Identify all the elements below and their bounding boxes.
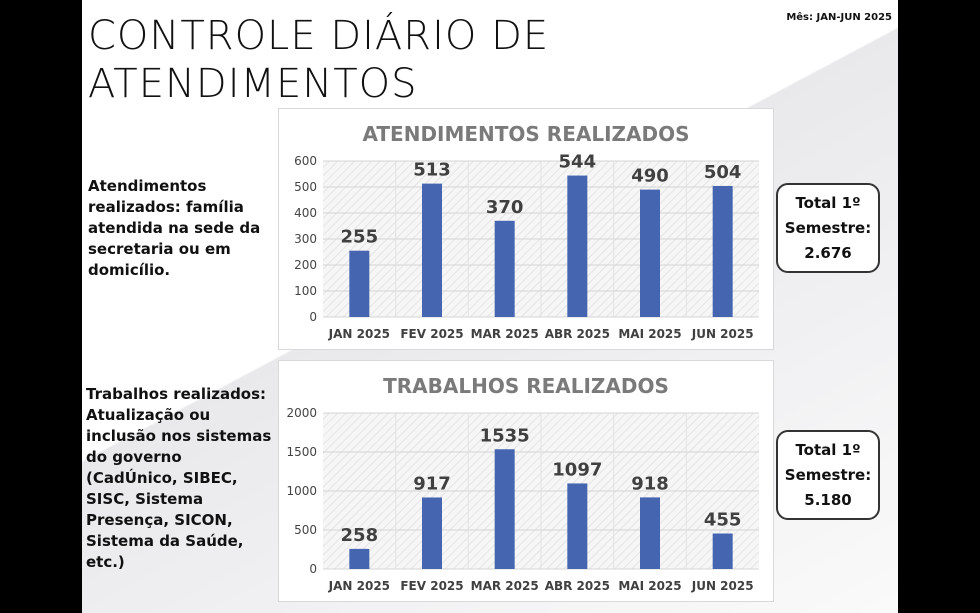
bar xyxy=(494,449,515,569)
total-atendimentos-line1: Total 1º xyxy=(795,193,861,212)
y-tick-label: 100 xyxy=(294,284,317,298)
x-tick-label: MAR 2025 xyxy=(471,327,539,341)
x-tick-label: JAN 2025 xyxy=(328,327,390,341)
chart-atendimentos: ATENDIMENTOS REALIZADOS 0 100 200 300 400 500 6… xyxy=(278,108,774,350)
data-label: 455 xyxy=(704,510,742,531)
data-label: 918 xyxy=(631,473,669,494)
description-atendimentos: Atendimentos realizados: família atendid… xyxy=(88,177,261,279)
x-tick-label: MAI 2025 xyxy=(618,579,681,593)
x-tick-label: JUN 2025 xyxy=(691,579,754,593)
y-tick-label: 600 xyxy=(294,154,317,168)
total-trabalhos-box: Total 1º Semestre: 5.180 xyxy=(776,430,880,520)
data-label: 258 xyxy=(341,525,379,546)
y-tick-label: 1000 xyxy=(286,484,317,498)
total-trabalhos-line2: Semestre: xyxy=(784,465,872,484)
bar xyxy=(422,497,442,569)
y-tick-label: 300 xyxy=(294,232,317,246)
bar xyxy=(712,185,733,317)
bar xyxy=(712,533,733,569)
x-tick-label: JUN 2025 xyxy=(691,327,754,341)
description-trabalhos: Trabalhos realizados: Atualização ou inc… xyxy=(86,385,272,571)
x-tick-label: FEV 2025 xyxy=(400,327,463,341)
y-tick-label: 1500 xyxy=(286,445,317,459)
title-line-2: ATENDIMENTOS xyxy=(88,61,418,107)
y-tick-label: 500 xyxy=(294,523,317,537)
data-label: 504 xyxy=(704,162,742,183)
data-label: 370 xyxy=(486,197,524,218)
title-line-1: CONTROLE DIÁRIO DE xyxy=(88,13,550,59)
x-tick-label: JAN 2025 xyxy=(328,579,390,593)
total-atendimentos-value: 2.676 xyxy=(804,243,852,262)
bar xyxy=(567,175,588,317)
y-tick-label: 2000 xyxy=(286,406,317,420)
total-trabalhos-value: 5.180 xyxy=(804,490,852,509)
month-label: Mês: JAN-JUN 2025 xyxy=(786,12,892,23)
chart-title: TRABALHOS REALIZADOS xyxy=(383,374,669,398)
data-label: 255 xyxy=(341,227,379,248)
bar xyxy=(640,189,660,317)
x-tick-label: ABR 2025 xyxy=(545,327,610,341)
y-tick-label: 0 xyxy=(309,562,317,576)
y-tick-label: 500 xyxy=(294,180,317,194)
bar xyxy=(422,183,442,317)
total-atendimentos-line2: Semestre: xyxy=(784,218,872,237)
chart-trabalhos: TRABALHOS REALIZADOS 0 500 1000 1500 2000 258 J… xyxy=(278,360,774,602)
x-tick-label: FEV 2025 xyxy=(400,579,463,593)
bar xyxy=(640,497,660,569)
y-tick-label: 400 xyxy=(294,206,317,220)
y-tick-label: 0 xyxy=(309,310,317,324)
x-tick-label: MAI 2025 xyxy=(618,327,681,341)
data-label: 1097 xyxy=(552,459,602,480)
data-label: 917 xyxy=(413,473,451,494)
data-label: 490 xyxy=(631,166,669,187)
page-title: CONTROLE DIÁRIO DE ATENDIMENTOS xyxy=(88,12,549,108)
chart-title: ATENDIMENTOS REALIZADOS xyxy=(362,122,689,146)
total-trabalhos-line1: Total 1º xyxy=(795,440,861,459)
bar xyxy=(567,483,588,569)
x-tick-label: ABR 2025 xyxy=(545,579,610,593)
bar xyxy=(494,220,515,317)
data-label: 544 xyxy=(559,152,597,173)
data-label: 1535 xyxy=(480,425,530,446)
chart-atendimentos-svg: ATENDIMENTOS REALIZADOS 0 100 200 300 400 500 6… xyxy=(294,122,759,341)
chart-trabalhos-svg: TRABALHOS REALIZADOS 0 500 1000 1500 2000 258 J… xyxy=(286,374,759,593)
bar xyxy=(349,250,370,317)
x-tick-label: MAR 2025 xyxy=(471,579,539,593)
data-label: 513 xyxy=(413,160,451,181)
bar xyxy=(349,548,370,569)
slide: CONTROLE DIÁRIO DE ATENDIMENTOS Mês: JAN… xyxy=(82,0,898,613)
total-atendimentos-box: Total 1º Semestre: 2.676 xyxy=(776,183,880,273)
y-tick-label: 200 xyxy=(294,258,317,272)
